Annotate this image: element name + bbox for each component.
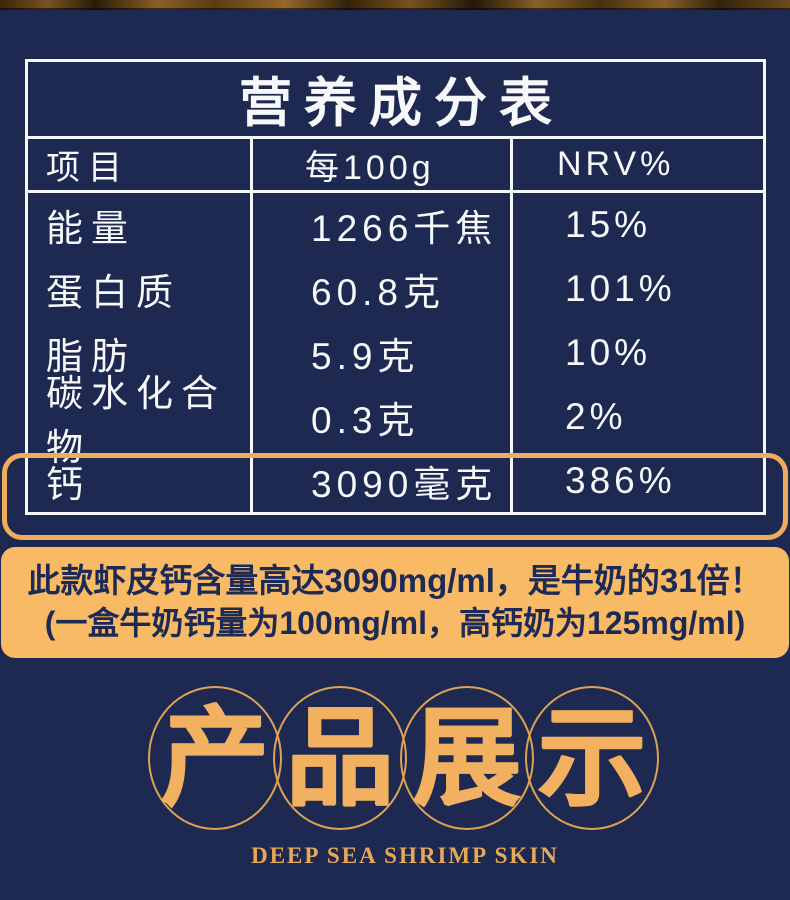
section-title-char-3: 展: [412, 697, 521, 818]
row-calcium-nrv: 386%: [565, 460, 676, 501]
row-protein-label: 蛋白质: [28, 257, 253, 321]
ellipse-badge: 产: [148, 686, 282, 830]
row-carbohydrate-value: 0.3克: [253, 385, 513, 449]
callout-line-1: 此款虾皮钙含量高达3090mg/ml，是牛奶的31倍！: [27, 562, 763, 600]
row-carbohydrate-nrv: 2%: [565, 396, 627, 437]
column-header-nrv: NRV%: [513, 139, 763, 193]
section-title-art: 产 品 展 示: [148, 686, 662, 830]
row-fat-label: 脂肪: [28, 321, 253, 385]
row-fat-value: 5.9克: [253, 321, 513, 385]
column-header-item: 项目: [28, 139, 253, 193]
row-calcium-value: 3090毫克: [253, 449, 513, 513]
calcium-callout-banner: 此款虾皮钙含量高达3090mg/ml，是牛奶的31倍！ (一盒牛奶钙量为100m…: [1, 547, 789, 658]
nutrition-table-title: 营养成分表: [28, 62, 763, 139]
ellipse-badge: 示: [525, 686, 659, 830]
section-title-char-2: 品: [285, 697, 394, 818]
row-energy-label: 能量: [28, 193, 253, 257]
section-subtitle: DEEP SEA SHRIMP SKIN: [251, 843, 559, 868]
row-carbohydrate-label: 碳水化合物: [28, 373, 253, 468]
wood-texture-strip: [0, 0, 790, 10]
callout-line-2: (一盒牛奶钙量为100mg/ml，高钙奶为125mg/ml): [44, 605, 746, 642]
column-header-per100g: 每100g: [253, 139, 513, 193]
row-fat-nrv: 10%: [565, 332, 652, 373]
ellipse-badge: 品: [273, 686, 407, 830]
row-protein-nrv: 101%: [565, 268, 676, 309]
section-title-char-1: 产: [160, 697, 269, 818]
row-energy-nrv: 15%: [565, 204, 652, 245]
row-calcium-label: 钙: [28, 449, 253, 513]
row-protein-value: 60.8克: [253, 257, 513, 321]
nutrition-table-grid: 项目 每100g NRV% 能量 1266千焦 15% 蛋白质 60.8克 10…: [28, 139, 763, 513]
section-title-char-4: 示: [537, 697, 646, 818]
nutrition-table: 营养成分表 项目 每100g NRV% 能量 1266千焦 15% 蛋白质 60…: [25, 59, 766, 515]
row-energy-value: 1266千焦: [253, 193, 513, 257]
ellipse-badge: 展: [400, 686, 534, 830]
